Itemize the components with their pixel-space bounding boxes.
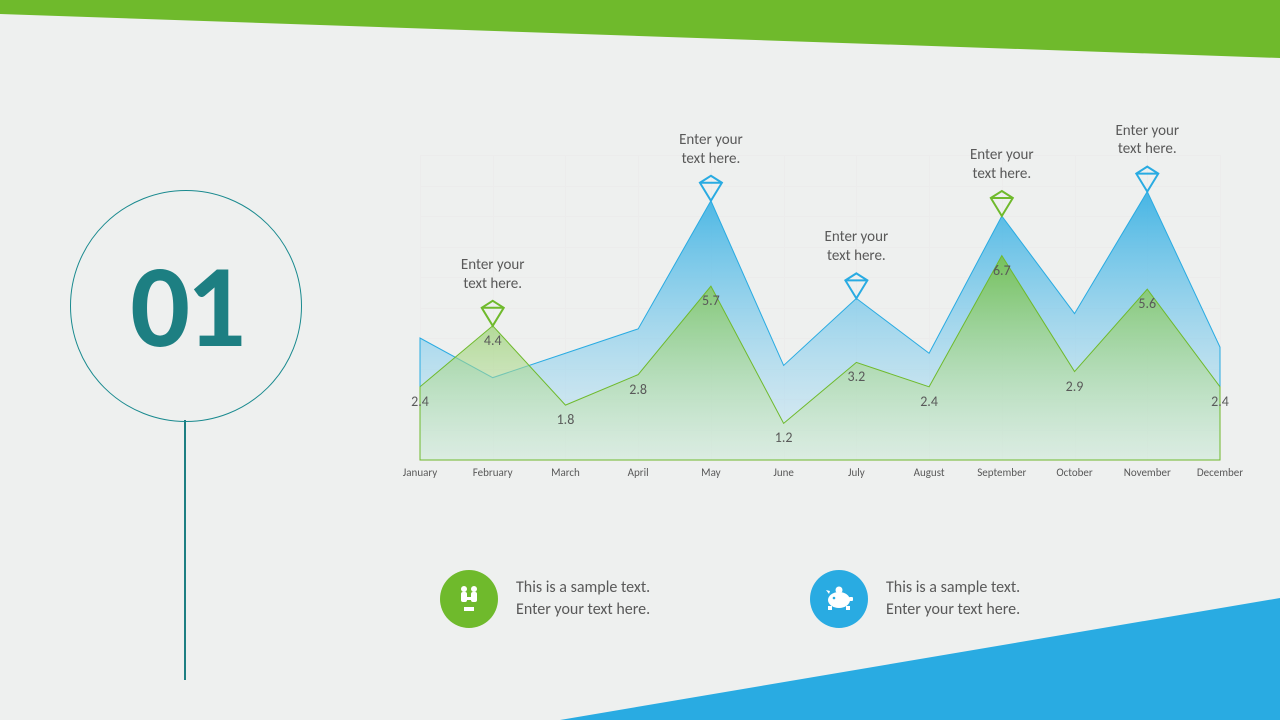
info-box-1-line2: Enter your text here. bbox=[516, 599, 650, 621]
chart-value-label: 5.7 bbox=[702, 292, 720, 309]
x-axis-label: September bbox=[977, 466, 1026, 479]
chart-value-label: 2.4 bbox=[411, 393, 429, 410]
info-box-1-text: This is a sample text. Enter your text h… bbox=[516, 577, 650, 620]
info-box-2-line1: This is a sample text. bbox=[886, 577, 1020, 599]
x-axis-label: May bbox=[701, 466, 720, 479]
x-axis-label: December bbox=[1197, 466, 1243, 479]
chart-callout: Enter yourtext here. bbox=[1115, 122, 1179, 160]
slide-stage: 01 2.44.41.82.85.71.23.22.46.72.95.62.4 … bbox=[0, 0, 1280, 720]
x-axis-label: June bbox=[773, 466, 794, 479]
x-axis-label: January bbox=[403, 466, 437, 479]
badge-number: 01 bbox=[130, 234, 242, 378]
chart-value-label: 5.6 bbox=[1138, 295, 1156, 312]
x-axis-label: October bbox=[1056, 466, 1092, 479]
chart-callout: Enter yourtext here. bbox=[970, 146, 1034, 184]
x-axis-label: February bbox=[473, 466, 513, 479]
info-box-1: This is a sample text. Enter your text h… bbox=[440, 570, 650, 628]
x-axis-label: July bbox=[848, 466, 865, 479]
handshake-icon bbox=[440, 570, 498, 628]
chart-value-label: 2.4 bbox=[1211, 393, 1229, 410]
chart-markers bbox=[420, 155, 1220, 460]
chart-value-label: 2.9 bbox=[1066, 378, 1084, 395]
chart-callout: Enter yourtext here. bbox=[679, 131, 743, 169]
chart-value-label: 1.8 bbox=[557, 411, 575, 428]
chart-value-label: 2.4 bbox=[920, 393, 938, 410]
chart-area: 2.44.41.82.85.71.23.22.46.72.95.62.4 Jan… bbox=[420, 155, 1220, 460]
badge-stem bbox=[184, 420, 186, 680]
piggy-icon bbox=[810, 570, 868, 628]
x-axis-label: November bbox=[1124, 466, 1171, 479]
chart-value-label: 6.7 bbox=[993, 262, 1011, 279]
chart-value-label: 2.8 bbox=[629, 381, 647, 398]
x-axis-label: August bbox=[914, 466, 945, 479]
x-axis-label: March bbox=[551, 466, 580, 479]
info-box-2-text: This is a sample text. Enter your text h… bbox=[886, 577, 1020, 620]
info-box-1-line1: This is a sample text. bbox=[516, 577, 650, 599]
chart-value-label: 3.2 bbox=[847, 368, 865, 385]
chart-callout: Enter yourtext here. bbox=[461, 256, 525, 294]
info-box-2-line2: Enter your text here. bbox=[886, 599, 1020, 621]
badge-circle: 01 bbox=[70, 190, 302, 422]
info-box-2: This is a sample text. Enter your text h… bbox=[810, 570, 1020, 628]
x-axis-label: April bbox=[628, 466, 649, 479]
chart-value-label: 4.4 bbox=[484, 332, 502, 349]
chart-callout: Enter yourtext here. bbox=[825, 228, 889, 266]
chart-value-label: 1.2 bbox=[775, 429, 793, 446]
